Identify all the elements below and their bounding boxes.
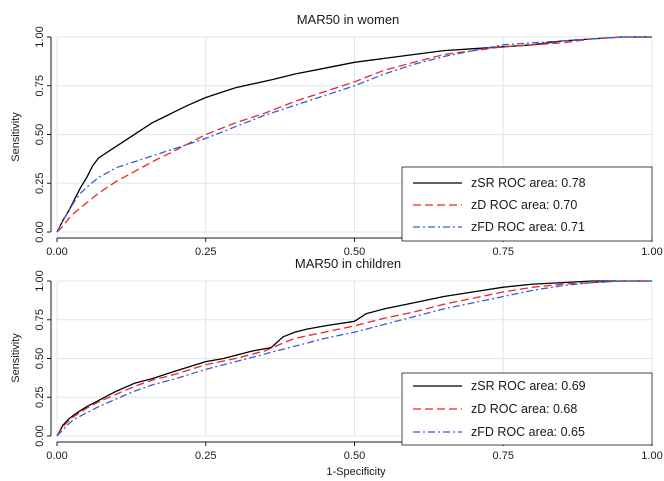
series-line-zd (56, 280, 652, 437)
legend-label-zfd: zFD ROC area: 0.71 (471, 220, 585, 234)
series-lines (56, 36, 652, 233)
legend-label-zsr: zSR ROC area: 0.69 (471, 379, 586, 393)
legend-label-zd: zD ROC area: 0.70 (471, 198, 577, 212)
legend-label-zfd: zFD ROC area: 0.65 (471, 425, 585, 439)
series-line-zfd (56, 36, 652, 233)
x-tick-label: 0.25 (195, 246, 216, 258)
x-tick-label: 0.75 (493, 450, 514, 462)
series-lines (56, 280, 652, 437)
series-line-zsr (56, 280, 652, 437)
x-tick-label: 1.00 (641, 450, 662, 462)
y-tick-label: 0.00 (34, 425, 46, 446)
y-axis-label: Sensitivity (10, 112, 22, 162)
grid (56, 280, 653, 437)
legend-box (401, 166, 653, 242)
x-tick-label: 0.25 (195, 450, 216, 462)
y-tick-label: 1.00 (34, 26, 46, 47)
y-tick-label: 0.75 (34, 309, 46, 330)
legend-label-zd: zD ROC area: 0.68 (471, 402, 577, 416)
axes: 0.00 0.25 0.50 0.75 1.00 0.00 0.25 0.50 0.75 1.00 (34, 270, 663, 462)
panel-title: MAR50 in women (297, 12, 400, 27)
legend-label-zsr: zSR ROC area: 0.78 (471, 176, 586, 190)
roc-panel-children: MAR50 in children 0.000.250.500.751.000.… (10, 256, 663, 478)
y-axis-label: Sensitivity (10, 333, 22, 383)
x-tick-label: 0.50 (344, 246, 365, 258)
y-tick-label: 0.75 (34, 75, 46, 96)
panel-title: MAR50 in children (295, 256, 401, 271)
series-line-zd (56, 36, 652, 233)
y-tick-label: 0.25 (34, 173, 46, 194)
y-tick-label: 0.50 (34, 348, 46, 369)
x-axis-label: 1-Specificity (326, 466, 386, 478)
y-tick-label: 0.50 (34, 124, 46, 145)
x-tick-label: 0.75 (493, 246, 514, 258)
x-tick-label: 0.50 (344, 450, 365, 462)
legend: zSR ROC area: 0.69 zD ROC area: 0.68 zFD… (401, 372, 653, 446)
y-tick-label: 0.25 (34, 387, 46, 408)
legend: zSR ROC area: 0.78 zD ROC area: 0.70 zFD… (401, 166, 653, 242)
y-tick-label: 0.00 (34, 221, 46, 242)
series-line-zfd (56, 280, 652, 437)
x-tick-label: 0.00 (46, 246, 67, 258)
x-tick-label: 1.00 (641, 246, 662, 258)
x-tick-label: 0.00 (46, 450, 67, 462)
y-tick-label: 1.00 (34, 270, 46, 291)
roc-panel-women: MAR50 in women 0.00 0.25 0.50 0.75 1.00 0.00 0… (10, 12, 663, 258)
